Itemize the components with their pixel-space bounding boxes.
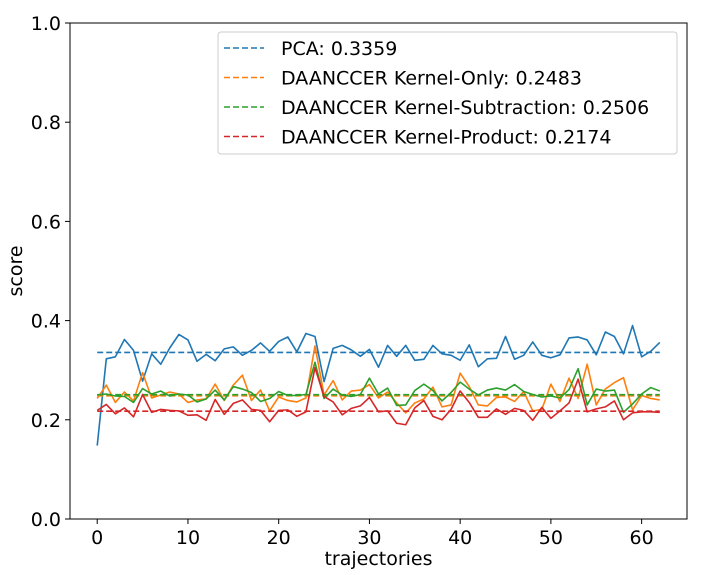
y-axis-ticks: 0.0 0.2 0.4 0.6 0.8 1.0 bbox=[31, 13, 70, 531]
x-tick-label: 40 bbox=[448, 527, 472, 549]
x-tick-label: 50 bbox=[539, 527, 563, 549]
x-axis-ticks: 0 10 20 30 40 50 60 bbox=[91, 519, 654, 549]
y-tick-label: 0.4 bbox=[31, 311, 61, 333]
y-tick-label: 0.0 bbox=[31, 509, 61, 531]
x-tick-label: 60 bbox=[630, 527, 654, 549]
y-tick-label: 0.2 bbox=[31, 410, 61, 432]
x-tick-label: 0 bbox=[91, 527, 103, 549]
plot-frame bbox=[69, 22, 688, 520]
y-tick-label: 0.8 bbox=[31, 112, 61, 134]
x-tick-label: 30 bbox=[357, 527, 381, 549]
series-line-1 bbox=[96, 345, 660, 414]
y-tick-label: 0.6 bbox=[31, 211, 61, 233]
series-line-0 bbox=[96, 324, 661, 446]
legend-entry: DAANCCER Kernel-Only: 0.2483 bbox=[281, 68, 582, 90]
legend-entry: DAANCCER Kernel-Subtraction: 0.2506 bbox=[281, 97, 649, 119]
x-axis-label: trajectories bbox=[324, 548, 432, 570]
legend-box bbox=[217, 31, 678, 155]
y-tick-label: 1.0 bbox=[31, 13, 61, 35]
x-tick-label: 20 bbox=[267, 527, 291, 549]
legend-entry: PCA: 0.3359 bbox=[281, 38, 397, 60]
legend: PCA: 0.3359 DAANCCER Kernel-Only: 0.2483 D… bbox=[217, 31, 678, 155]
legend-entry: DAANCCER Kernel-Product: 0.2174 bbox=[281, 127, 611, 149]
series-lines bbox=[96, 324, 661, 446]
x-tick-label: 10 bbox=[176, 527, 200, 549]
y-axis-label: score bbox=[5, 245, 27, 296]
